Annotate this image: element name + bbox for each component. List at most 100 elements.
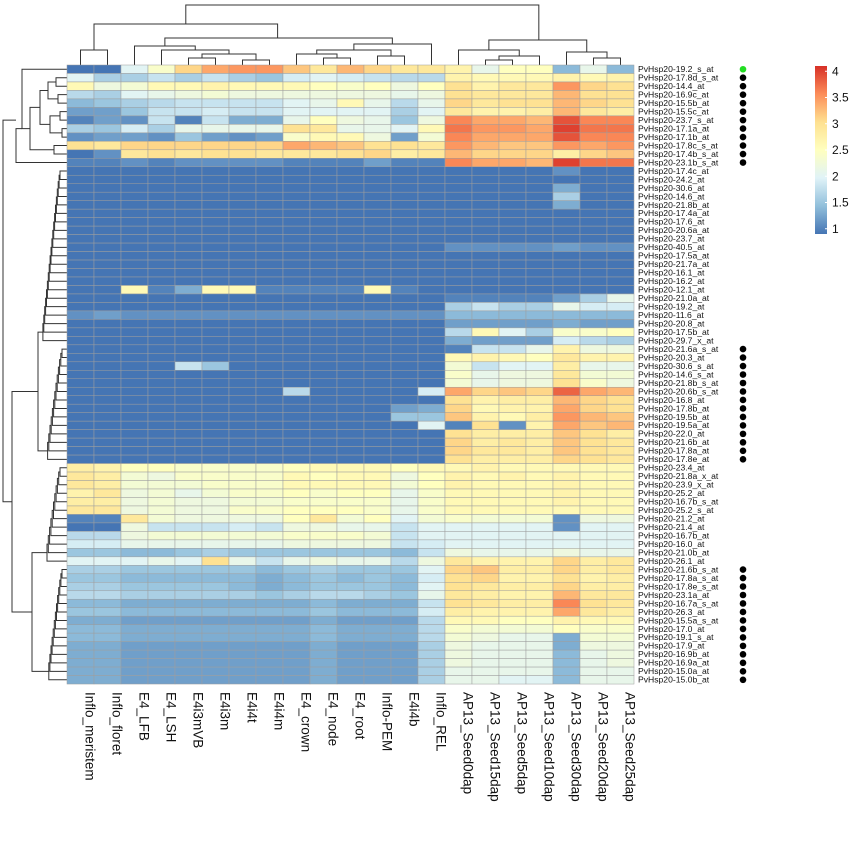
heatmap-cell — [336, 429, 365, 439]
heatmap-cell — [201, 624, 230, 634]
heatmap-cell — [417, 582, 446, 592]
heatmap-cell — [66, 386, 95, 396]
heatmap-cell — [606, 90, 635, 100]
heatmap-cell — [201, 285, 230, 295]
heatmap-cell — [228, 276, 257, 286]
heatmap-cell — [525, 480, 554, 490]
heatmap-cell — [228, 302, 257, 312]
heatmap-cell — [309, 378, 338, 388]
heatmap-cell — [498, 649, 527, 659]
heatmap-cell — [390, 582, 419, 592]
heatmap-cell — [525, 514, 554, 524]
heatmap-cell — [417, 454, 446, 464]
heatmap-cell — [417, 64, 446, 74]
heatmap-cell — [525, 268, 554, 278]
row-label: PvHsp20-17.4a_at — [638, 208, 710, 218]
heatmap-cell — [498, 395, 527, 405]
heatmap-cell — [444, 488, 473, 498]
heatmap-cell — [606, 183, 635, 193]
heatmap-cell — [552, 242, 581, 252]
heatmap-cell — [147, 208, 176, 218]
row-label: PvHsp20-12.1_at — [638, 285, 705, 295]
heatmap-cell — [309, 624, 338, 634]
dendrogram-branch — [59, 170, 67, 180]
heatmap-cell — [93, 675, 122, 685]
heatmap-cell — [66, 259, 95, 269]
heatmap-cell — [120, 124, 149, 134]
heatmap-cell — [93, 437, 122, 447]
heatmap-cell — [606, 217, 635, 227]
heatmap-cell — [147, 480, 176, 490]
row-label: PvHsp20-21.6b_s_at — [638, 564, 719, 574]
heatmap-cell — [174, 81, 203, 91]
row-label: PvHsp20-25.2_s_at — [638, 505, 714, 515]
heatmap-cell — [255, 200, 284, 210]
heatmap-cell — [471, 251, 500, 261]
column-label: Inflo-PEM — [380, 692, 395, 751]
heatmap-cell — [174, 531, 203, 541]
heatmap-cell — [309, 344, 338, 354]
heatmap-cell — [282, 327, 311, 337]
heatmap-cell — [363, 471, 392, 481]
heatmap-cell — [201, 344, 230, 354]
heatmap-cell — [552, 437, 581, 447]
heatmap-cell — [66, 582, 95, 592]
heatmap-cell — [525, 556, 554, 566]
heatmap-cell — [174, 675, 203, 685]
heatmap-cell — [228, 488, 257, 498]
heatmap-cell — [309, 276, 338, 286]
heatmap-cell — [444, 471, 473, 481]
heatmap-cell — [201, 573, 230, 583]
heatmap-cell — [498, 539, 527, 549]
heatmap-cell — [228, 641, 257, 651]
heatmap-cell — [606, 242, 635, 252]
heatmap-cell — [444, 454, 473, 464]
heatmap-cell — [606, 598, 635, 608]
dendrogram-branch — [59, 467, 67, 477]
heatmap-cell — [228, 582, 257, 592]
heatmap-cell — [255, 386, 284, 396]
heatmap-cell — [606, 590, 635, 600]
heatmap-cell — [174, 641, 203, 651]
heatmap-cell — [201, 582, 230, 592]
heatmap-cell — [120, 658, 149, 668]
dendrogram-branch — [55, 77, 67, 87]
heatmap-cell — [552, 327, 581, 337]
heatmap-cell — [390, 446, 419, 456]
heatmap-cell — [363, 395, 392, 405]
heatmap-cell — [444, 242, 473, 252]
heatmap-cell — [120, 429, 149, 439]
marker-dot — [739, 125, 747, 132]
heatmap-cell — [336, 488, 365, 498]
heatmap-cell — [120, 675, 149, 685]
heatmap-cell — [255, 319, 284, 329]
heatmap-cell — [228, 454, 257, 464]
heatmap-cell — [309, 174, 338, 184]
heatmap-cell — [471, 420, 500, 430]
heatmap-cell — [390, 590, 419, 600]
row-markers — [739, 65, 747, 684]
heatmap-cell — [444, 327, 473, 337]
heatmap-cell — [363, 565, 392, 575]
heatmap-cell — [525, 276, 554, 286]
heatmap-cell — [498, 582, 527, 592]
heatmap-cell — [363, 90, 392, 100]
marker-dot — [739, 91, 747, 98]
heatmap-cell — [606, 174, 635, 184]
heatmap-cell — [147, 310, 176, 320]
heatmap-cell — [147, 666, 176, 676]
heatmap-cell — [498, 403, 527, 413]
heatmap-cell — [255, 174, 284, 184]
heatmap-cell — [417, 90, 446, 100]
heatmap-cell — [606, 649, 635, 659]
heatmap-cell — [255, 242, 284, 252]
heatmap-cell — [201, 454, 230, 464]
heatmap-cell — [363, 666, 392, 676]
heatmap-cell — [498, 234, 527, 244]
heatmap-cell — [606, 361, 635, 371]
row-label: PvHsp20-17.6_at — [638, 217, 705, 227]
heatmap-cell — [606, 531, 635, 541]
heatmap-cell — [147, 632, 176, 642]
heatmap-cell — [147, 319, 176, 329]
